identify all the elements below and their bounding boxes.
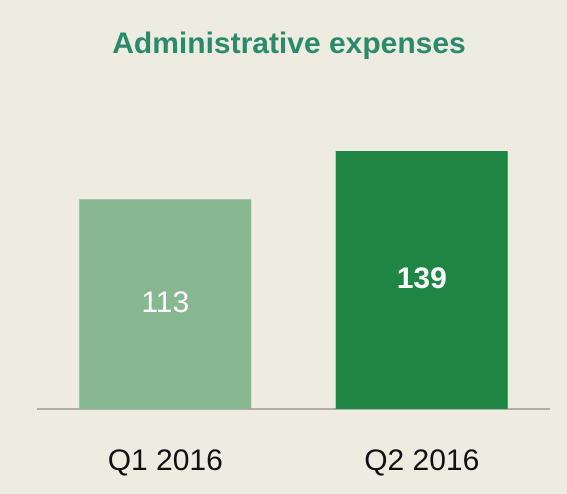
value-label: 139	[397, 262, 447, 295]
chart-title: Administrative expenses	[112, 27, 465, 60]
bar	[335, 151, 508, 409]
x-tick-label: Q2 2016	[364, 444, 479, 477]
bar	[79, 199, 252, 409]
x-tick-label: Q1 2016	[108, 444, 223, 477]
value-label: 113	[141, 286, 189, 319]
